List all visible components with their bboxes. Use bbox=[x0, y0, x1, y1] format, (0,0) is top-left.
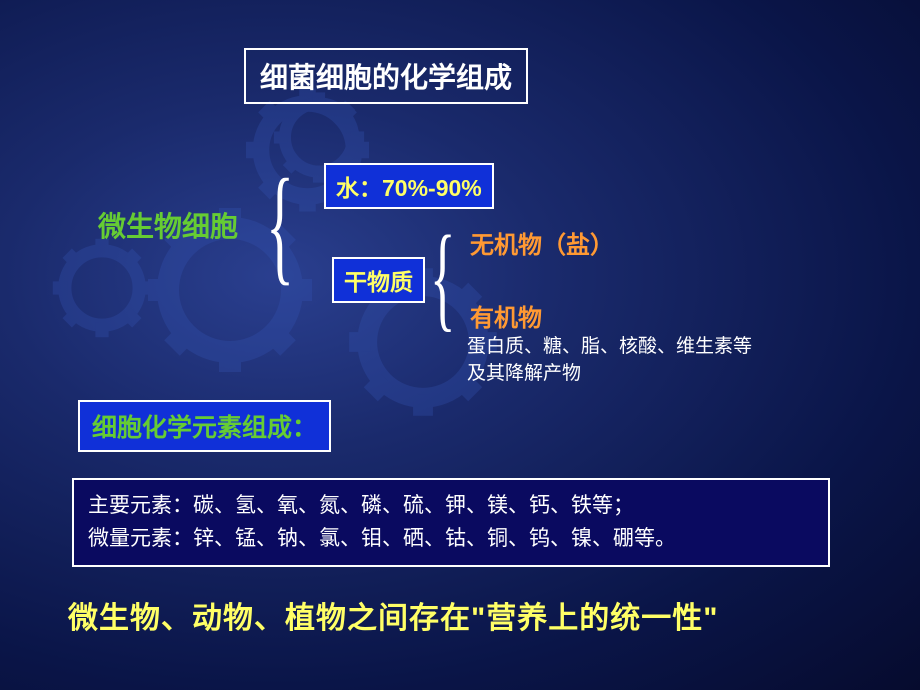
elements-trace: 微量元素：锌、锰、钠、氯、钼、硒、钴、铜、钨、镍、硼等。 bbox=[88, 523, 814, 556]
conclusion-text: 微生物、动物、植物之间存在"营养上的统一性" bbox=[68, 593, 718, 637]
water-text: 水：70%-90% bbox=[336, 175, 482, 201]
slide-title-box: 细菌细胞的化学组成 bbox=[244, 48, 528, 104]
organic-label: 有机物 bbox=[470, 298, 542, 333]
slide-title: 细菌细胞的化学组成 bbox=[260, 62, 512, 93]
dry-matter-box: 干物质 bbox=[332, 257, 425, 303]
brace-icon: { bbox=[266, 160, 294, 290]
organic-detail-line2: 及其降解产物 bbox=[467, 361, 907, 388]
inorganic-label: 无机物（盐） bbox=[470, 225, 614, 260]
slide-content: 细菌细胞的化学组成 微生物细胞 { 水：70%-90% 干物质 { 无机物（盐）… bbox=[0, 0, 920, 690]
brace-icon: { bbox=[430, 218, 455, 336]
elements-title: 细胞化学元素组成： bbox=[92, 414, 317, 442]
water-box: 水：70%-90% bbox=[324, 163, 494, 209]
dry-matter-text: 干物质 bbox=[344, 269, 413, 295]
cell-label: 微生物细胞 bbox=[98, 205, 238, 245]
elements-list-box: 主要元素：碳、氢、氧、氮、磷、硫、钾、镁、钙、铁等； 微量元素：锌、锰、钠、氯、… bbox=[72, 478, 830, 567]
elements-main: 主要元素：碳、氢、氧、氮、磷、硫、钾、镁、钙、铁等； bbox=[88, 490, 814, 523]
organic-detail-line1: 蛋白质、糖、脂、核酸、维生素等 bbox=[467, 334, 907, 361]
organic-detail: 蛋白质、糖、脂、核酸、维生素等 及其降解产物 bbox=[467, 334, 907, 387]
elements-title-box: 细胞化学元素组成： bbox=[78, 400, 331, 452]
